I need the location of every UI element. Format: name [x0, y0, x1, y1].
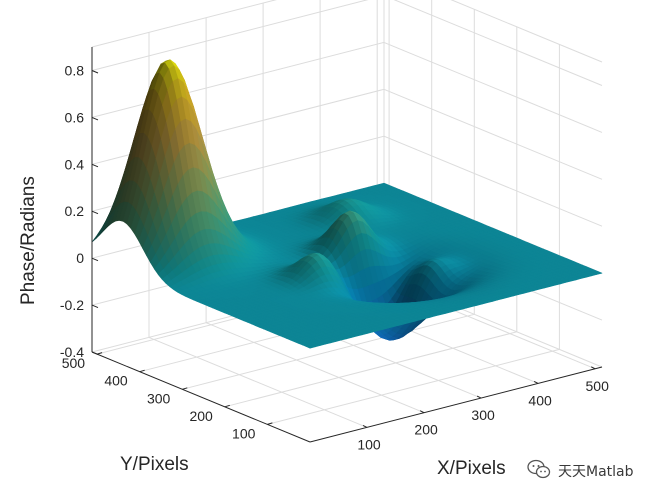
z-tick-label: -0.2	[60, 297, 84, 313]
z-tick-mark	[91, 210, 99, 215]
z-tick-mark	[91, 351, 99, 355]
x-tick-label: 100	[357, 436, 381, 452]
grid-line	[450, 0, 603, 63]
y-tick-mark	[139, 369, 145, 373]
x-tick-mark	[533, 380, 539, 384]
x-tick-label: 200	[414, 422, 438, 438]
y-tick-label: 100	[232, 425, 256, 441]
y-tick-label: 400	[104, 373, 128, 389]
grid-line	[267, 348, 560, 425]
y-tick-mark	[267, 422, 273, 425]
x-axis-label: X/Pixels	[437, 458, 506, 479]
grid-line	[148, 336, 368, 428]
grid-line	[91, 0, 277, 48]
grid-line	[91, 41, 385, 118]
y-axis-line	[91, 351, 311, 443]
z-tick-mark	[91, 304, 99, 309]
y-tick-mark	[96, 352, 103, 355]
grid-line	[383, 88, 603, 180]
axes	[91, 47, 603, 443]
z-tick-mark	[91, 257, 99, 262]
x-axis-line	[309, 366, 603, 443]
watermark: 天天Matlab	[527, 459, 634, 480]
grid-line	[205, 322, 425, 414]
y-tick-mark	[224, 404, 230, 408]
x-tick-mark	[362, 424, 368, 428]
y-tick-mark	[182, 387, 188, 390]
surface-plot	[91, 59, 603, 349]
grid-line	[393, 0, 603, 86]
z-tick-label: 0	[76, 250, 84, 266]
surface-patch	[305, 344, 316, 349]
z-tick-mark	[91, 70, 99, 74]
z-tick-label: 0.8	[65, 63, 85, 79]
grid-line	[383, 41, 603, 133]
z-tick-label: -0.4	[60, 344, 84, 360]
z-tick-mark	[91, 116, 99, 121]
x-tick-mark	[590, 366, 596, 370]
grid-line	[182, 313, 475, 390]
grid-line	[91, 0, 369, 71]
x-axis-ticks: 100 200 300 400 500	[357, 366, 610, 452]
x-tick-mark	[476, 395, 482, 399]
y-axis-label: Y/Pixels	[120, 454, 189, 475]
z-tick-label: 0.4	[65, 156, 85, 172]
x-tick-label: 300	[471, 407, 495, 423]
z-axis-label: Phase/Radians	[18, 176, 39, 305]
y-tick-label: 500	[62, 355, 86, 371]
y-tick-label: 300	[147, 390, 171, 406]
z-tick-mark	[91, 163, 99, 168]
grid-line	[383, 135, 603, 227]
y-tick-label: 200	[189, 408, 213, 424]
x-tick-label: 400	[528, 392, 552, 408]
z-axis-ticks: -0.4 -0.2 0 0.2 0.4 0.6 0.8	[60, 63, 99, 360]
x-tick-label: 500	[586, 378, 610, 394]
x-tick-mark	[419, 410, 425, 414]
watermark-text: 天天Matlab	[558, 464, 634, 480]
wechat-icon	[527, 459, 551, 479]
y-axis-ticks: 100 200 300 400 500	[62, 352, 273, 441]
z-tick-label: 0.2	[65, 203, 85, 219]
grid-line	[224, 331, 517, 408]
z-tick-label: 0.6	[65, 109, 85, 125]
